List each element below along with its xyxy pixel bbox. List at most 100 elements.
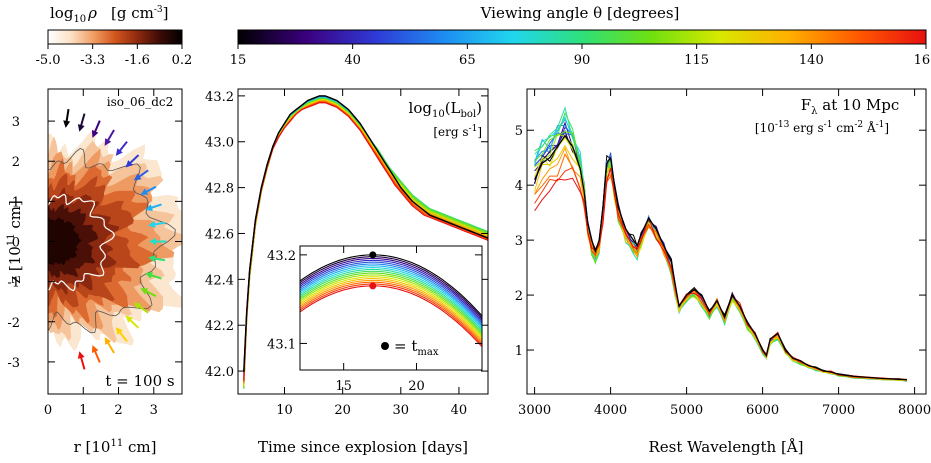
angle-colorbar-tick-label: 115 [684, 53, 709, 68]
lightcurve-xtick-label: 10 [276, 403, 293, 418]
viewing-angle-arrowhead [125, 315, 133, 323]
inset-line [300, 283, 482, 346]
lightcurve-panel: 10 20 30 40 43.2 43.0 42.8 42.6 42.4 42.2 42.0 log… [205, 88, 489, 456]
spectrum-line [534, 121, 908, 381]
density-ytick-label: -2 [7, 316, 20, 331]
spectrum-line [534, 126, 908, 381]
density-colorbar-tick-label: 0.2 [172, 53, 193, 68]
angle-colorbar: Viewing angle θ [degrees] 15 40 65 90 115 140… [230, 4, 931, 68]
density-xtick-label: 1 [79, 403, 87, 418]
lightcurve-line-black [243, 95, 488, 372]
inset-line [300, 278, 482, 340]
angle-colorbar-tick-label: 140 [799, 53, 824, 68]
spectrum-lines [534, 106, 908, 382]
lightcurve-xlabel: Time since explosion [days] [258, 438, 468, 456]
viewing-angle-arrowhead [104, 337, 112, 345]
spectrum-ytick-label: 1 [515, 344, 523, 359]
spectrum-ytick-label: 2 [515, 289, 523, 304]
viewing-angle-arrowhead [145, 272, 153, 279]
lightcurve-ytick-label: 43.0 [205, 136, 234, 151]
lightcurve-ytick-label: 42.6 [205, 227, 234, 242]
inset-lines [300, 251, 482, 348]
density-colorbar: log10 ρ [g cm-3] -5.0 -3.3 -1.6 0.2 [35, 4, 192, 68]
lightcurve-ytick-label: 43.2 [205, 90, 234, 105]
spectrum-xtick-label: 4000 [594, 403, 627, 418]
lightcurve-xtick-label: 30 [393, 403, 410, 418]
density-ylabel: z [1011 cm] [6, 200, 24, 284]
density-ytick-label: -3 [7, 356, 20, 371]
angle-colorbar-tick-label: 90 [574, 53, 591, 68]
spectrum-line [534, 144, 908, 381]
density-ytick-label: 1 [12, 195, 20, 210]
density-xlabel: r [1011 cm] [74, 438, 157, 456]
inset-ytick-label: 43.2 [267, 249, 296, 264]
viewing-angle-arrowhead [133, 302, 142, 310]
density-contour-line [48, 193, 116, 292]
viewing-angle-arrows [63, 108, 167, 370]
lightcurve-title: log10(Lbol) [409, 99, 482, 120]
angle-colorbar-tick-label: 65 [459, 53, 476, 68]
density-colorbar-gradient [47, 29, 183, 45]
viewing-angle-arrowhead [77, 124, 85, 132]
spectrum-xtick-label: 5000 [670, 403, 703, 418]
viewing-angle-arrowhead [104, 138, 112, 146]
angle-colorbar-gradient [237, 29, 927, 45]
density-contour-line [48, 148, 176, 334]
spectrum-line-black [534, 134, 908, 381]
inset-line [300, 261, 482, 324]
lightcurve-units: [erg s-1] [433, 124, 482, 139]
viewing-angle-arrowhead [91, 130, 99, 138]
density-ytick-label: 3 [12, 115, 20, 130]
density-colorbar-tick-label: -3.3 [80, 53, 105, 68]
viewing-angle-arrowhead [63, 120, 71, 128]
spectrum-line [534, 167, 908, 381]
density-ytick-label: 0 [12, 236, 20, 251]
spectrum-line [534, 134, 907, 380]
inset-line [300, 256, 482, 319]
inset-line [300, 259, 482, 322]
inset-xtick-label: 15 [335, 379, 352, 394]
density-colorbar-tick-label: -1.6 [125, 53, 150, 68]
inset-line [300, 268, 482, 331]
viewing-angle-arrowhead [115, 148, 123, 156]
inset-line [300, 270, 482, 333]
inset-line [300, 272, 482, 335]
density-panel: 0 1 2 3 3 2 1 0 -1 -2 -3 iso_06_dc2 t = 100 s r [1… [6, 88, 183, 456]
inset-line [300, 281, 482, 344]
inset-xtick-label: 20 [408, 379, 425, 394]
angle-colorbar-tick-label: 15 [230, 53, 247, 68]
model-label: iso_06_dc2 [107, 95, 174, 109]
inset-line [300, 267, 482, 329]
viewing-angle-arrowhead [148, 220, 156, 228]
spectrum-line [534, 133, 907, 381]
lightcurve-ytick-label: 42.0 [205, 365, 234, 380]
time-label: t = 100 s [105, 372, 174, 390]
lightcurve-inset: 15 20 43.2 43.1 = tmax [267, 245, 483, 394]
spectrum-xtick-label: 7000 [822, 403, 855, 418]
density-xtick-label: 3 [150, 403, 158, 418]
viewing-angle-arrowhead [91, 345, 99, 353]
inset-ytick-label: 43.1 [267, 337, 296, 352]
tmax-marker [369, 251, 377, 259]
inset-line [300, 274, 482, 337]
spectrum-panel: 3000 4000 5000 6000 7000 8000 5 4 3 2 1 Fλ at 10 M… [515, 88, 931, 456]
angle-colorbar-tick-label: 165 [914, 53, 931, 68]
inset-line [300, 265, 482, 328]
tmax-marker [369, 282, 377, 290]
inset-frame [299, 245, 483, 371]
spectrum-line [534, 124, 908, 381]
density-ytick-label: -1 [7, 276, 20, 291]
viewing-angle-arrowhead [140, 288, 149, 295]
spectrum-line [534, 153, 908, 381]
inset-line [300, 279, 482, 342]
spectrum-ytick-label: 4 [515, 179, 523, 194]
density-map [48, 127, 182, 394]
viewing-angle-arrowhead [77, 351, 85, 359]
lightcurve-ytick-label: 42.4 [205, 273, 234, 288]
spectrum-line [534, 129, 908, 381]
spectrum-frame [526, 88, 927, 395]
lightcurve-ytick-label: 42.8 [205, 182, 234, 197]
lightcurve-line [243, 102, 488, 381]
spectrum-ytick-label: 5 [515, 124, 523, 139]
inset-line [300, 285, 482, 348]
